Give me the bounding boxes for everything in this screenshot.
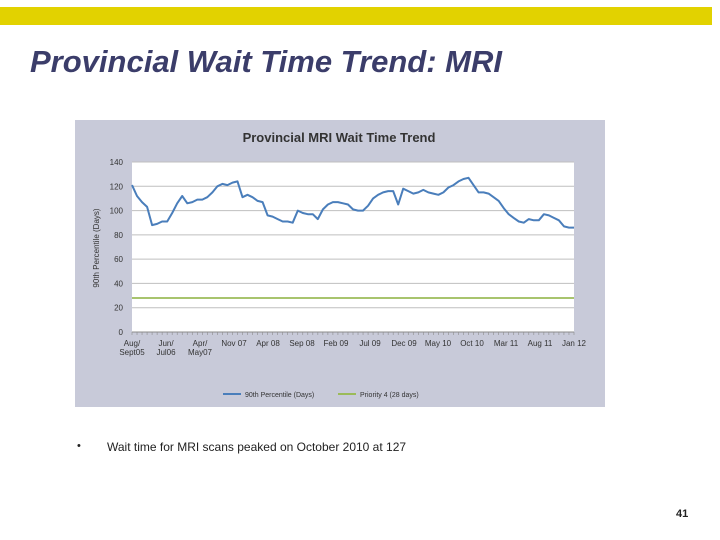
gridlines <box>131 161 575 335</box>
y-tick-label: 100 <box>110 207 124 216</box>
x-tick-label: Feb 09 <box>324 339 349 348</box>
x-tick-label: Aug/ <box>124 339 141 348</box>
x-tick-label: May 10 <box>425 339 452 348</box>
chart-svg: Provincial MRI Wait Time Trend 0 20 40 60 80… <box>92 130 587 399</box>
accent-bar <box>0 7 712 25</box>
slide-title: Provincial Wait Time Trend: MRI <box>30 44 502 79</box>
x-tick-labels: Aug/Sept05 Jun/Jul06 Apr/May07 Nov 07 Apr 08… <box>119 339 586 357</box>
y-axis-label: 90th Percentile (Days) <box>92 208 101 287</box>
x-tick-label: Oct 10 <box>460 339 484 348</box>
x-tick-label: Aug 11 <box>528 339 553 348</box>
x-tick-label: Dec 09 <box>391 339 417 348</box>
chart-title: Provincial MRI Wait Time Trend <box>243 130 436 145</box>
bullet-text: Wait time for MRI scans peaked on Octobe… <box>107 440 407 454</box>
legend: 90th Percentile (Days) Priority 4 (28 day… <box>223 392 419 399</box>
series-lines <box>131 176 574 299</box>
y-tick-label: 20 <box>114 304 123 313</box>
x-tick-label: Jul 09 <box>359 339 381 348</box>
legend-label: 90th Percentile (Days) <box>245 392 314 399</box>
legend-label: Priority 4 (28 days) <box>360 392 419 399</box>
x-tick-label: Jan 12 <box>562 339 587 348</box>
y-tick-label: 0 <box>119 328 124 337</box>
x-tick-label: Sept05 <box>119 348 145 357</box>
x-tick-label: Sep 08 <box>289 339 315 348</box>
x-tick-label: Jun/ <box>158 339 174 348</box>
y-tick-label: 60 <box>114 255 123 264</box>
x-tick-label: Apr/ <box>193 339 208 348</box>
series-line-90th-percentile <box>131 176 574 229</box>
chart-container: Provincial MRI Wait Time Trend 0 20 40 60 80… <box>75 120 605 407</box>
bullet-icon: • <box>77 440 81 452</box>
plot-area <box>132 162 574 332</box>
y-tick-label: 120 <box>110 182 124 191</box>
x-tick-label: Nov 07 <box>221 339 247 348</box>
y-tick-label: 140 <box>110 158 124 167</box>
x-tick-label: Apr 08 <box>256 339 280 348</box>
y-tick-label: 80 <box>114 231 123 240</box>
x-tick-label: Mar 11 <box>494 339 519 348</box>
x-tick-label: Jul06 <box>156 348 176 357</box>
page-number: 41 <box>676 508 689 520</box>
y-tick-labels: 0 20 40 60 80 100 120 140 <box>110 158 124 337</box>
x-tick-label: May07 <box>188 348 213 357</box>
y-tick-label: 40 <box>114 279 123 288</box>
